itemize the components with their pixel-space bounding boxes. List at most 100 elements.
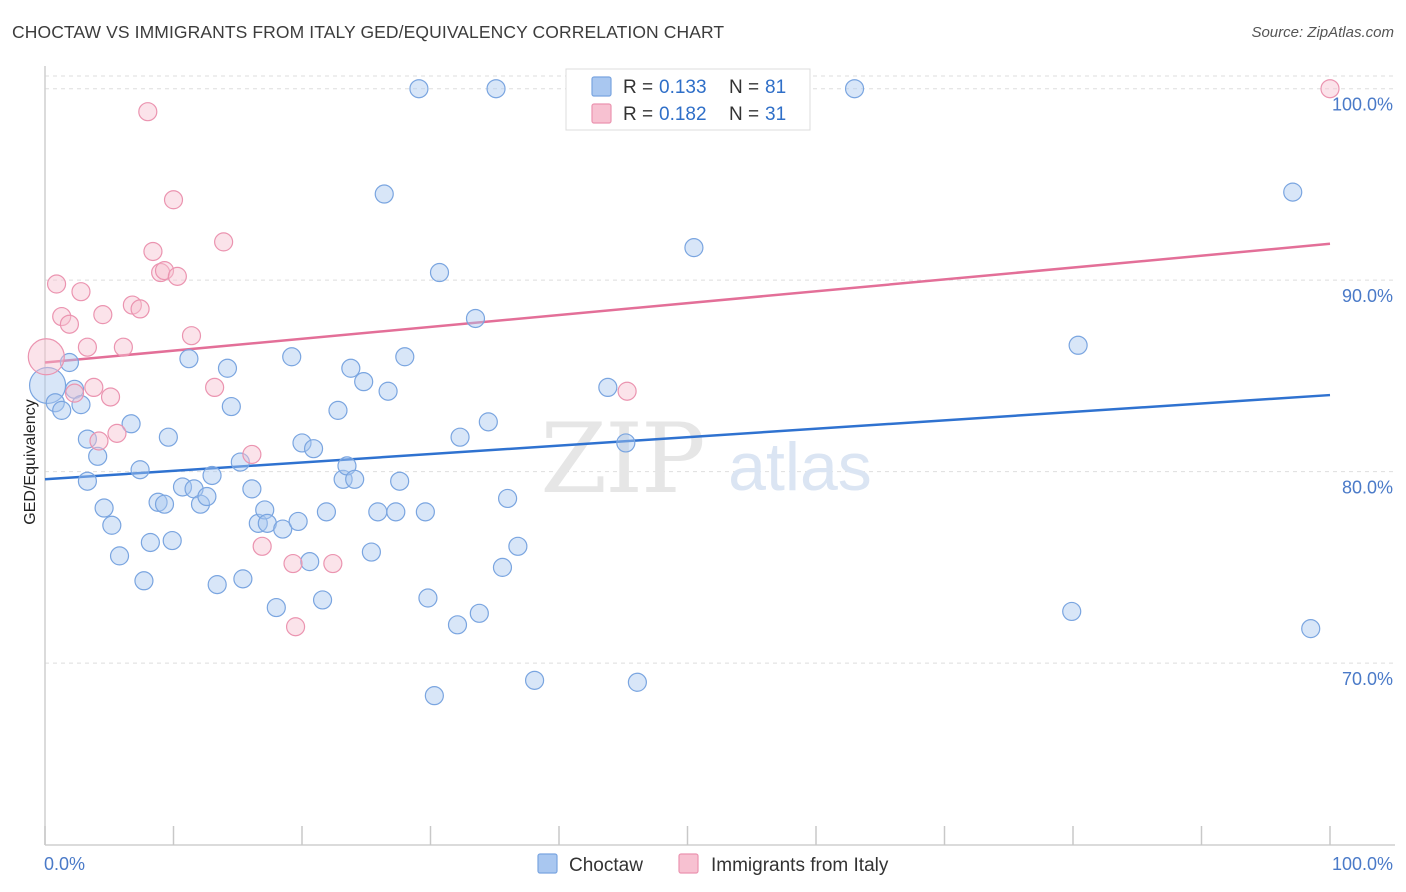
data-point-choctaw — [378, 381, 398, 401]
data-point-choctaw — [447, 615, 468, 635]
data-point-choctaw — [1062, 601, 1082, 622]
data-point-choctaw — [316, 502, 337, 522]
y-tick-label: 90.0% — [1342, 286, 1393, 306]
data-point-choctaw — [233, 569, 253, 589]
data-point-choctaw — [469, 603, 489, 623]
data-point-choctaw — [190, 494, 211, 514]
legend-r-label: R = — [623, 104, 653, 125]
data-point-choctaw — [492, 557, 513, 577]
data-point-choctaw — [102, 515, 122, 535]
data-point-choctaw — [140, 532, 160, 553]
data-point-choctaw — [59, 352, 80, 373]
data-point-italy — [59, 314, 80, 334]
data-point-italy — [143, 241, 163, 262]
data-point-choctaw — [197, 486, 217, 507]
data-point-choctaw — [162, 530, 182, 551]
data-point-choctaw — [134, 571, 154, 591]
y-tick-label: 80.0% — [1342, 478, 1393, 498]
data-point-choctaw — [77, 471, 98, 491]
chart-source: Source: ZipAtlas.com — [1251, 24, 1394, 41]
legend-swatch — [591, 103, 612, 124]
data-point-choctaw — [328, 400, 348, 420]
data-point-italy — [100, 387, 121, 407]
data-point-choctaw — [386, 502, 406, 522]
data-point-italy — [181, 326, 202, 346]
data-point-italy — [77, 337, 98, 357]
data-point-italy — [64, 383, 85, 403]
trend-line-1 — [44, 242, 1331, 364]
data-point-choctaw — [71, 395, 91, 415]
data-point-choctaw — [282, 347, 302, 367]
data-point-choctaw — [486, 79, 506, 99]
data-point-choctaw — [217, 358, 238, 378]
data-point-choctaw — [303, 439, 324, 459]
data-point-choctaw — [684, 238, 704, 258]
bottom-legend-label: Immigrants from Italy — [711, 855, 889, 876]
data-point-choctaw — [508, 536, 528, 556]
data-point-italy — [323, 553, 343, 574]
data-point-choctaw — [1301, 619, 1321, 639]
bottom-legend-swatch — [537, 853, 558, 874]
data-points — [27, 79, 1340, 706]
data-point-choctaw — [424, 686, 444, 706]
data-point-choctaw — [154, 494, 175, 514]
x-tick-label-min: 0.0% — [44, 854, 85, 874]
data-point-choctaw — [374, 184, 394, 204]
y-tick-label: 100.0% — [1332, 95, 1393, 115]
axes — [44, 66, 1395, 846]
data-point-choctaw — [52, 400, 72, 420]
data-point-choctaw — [465, 308, 486, 329]
data-point-choctaw — [498, 488, 518, 509]
data-point-choctaw — [158, 427, 178, 447]
data-point-choctaw — [390, 471, 410, 491]
watermark-zip: ZIP — [540, 403, 703, 515]
data-point-choctaw — [288, 511, 308, 532]
data-point-choctaw — [354, 372, 374, 392]
data-point-choctaw — [409, 79, 429, 99]
legend-r-value: 0.182 — [659, 104, 707, 125]
data-point-italy — [107, 423, 127, 443]
y-axis-label: GED/Equivalency — [22, 399, 39, 524]
legend-r-label: R = — [623, 77, 653, 98]
data-point-italy — [242, 444, 262, 465]
watermark: ZIP atlas — [540, 403, 871, 515]
data-point-choctaw — [616, 433, 636, 453]
data-point-choctaw — [221, 396, 241, 417]
data-point-choctaw — [1283, 182, 1303, 202]
data-point-choctaw — [598, 377, 618, 398]
data-point-choctaw — [478, 412, 498, 432]
data-point-italy — [1320, 79, 1340, 99]
data-point-choctaw — [415, 502, 435, 522]
data-point-choctaw — [130, 460, 150, 480]
data-point-italy — [138, 102, 158, 122]
data-point-choctaw — [45, 393, 65, 413]
chart-title: CHOCTAW VS IMMIGRANTS FROM ITALY GED/EQU… — [12, 22, 725, 42]
data-point-italy — [167, 266, 187, 286]
data-point-choctaw — [207, 575, 227, 595]
y-tick-labels: 70.0% 80.0% 90.0% 100.0% — [1332, 95, 1393, 689]
data-point-italy — [205, 377, 225, 398]
data-point-italy — [71, 282, 91, 302]
bottom-legend: Choctaw Immigrants from Italy — [537, 853, 889, 876]
data-point-choctaw — [361, 542, 381, 562]
data-point-italy — [113, 337, 133, 357]
data-point-choctaw — [450, 427, 470, 447]
data-point-choctaw — [627, 672, 647, 692]
data-point-choctaw — [341, 358, 361, 378]
data-point-choctaw — [109, 546, 130, 566]
data-point-choctaw — [312, 590, 333, 610]
legend-r-value: 0.133 — [659, 77, 707, 98]
data-point-choctaw — [273, 519, 293, 539]
x-tick-label-max: 100.0% — [1332, 854, 1393, 874]
data-point-italy — [283, 553, 303, 574]
data-point-italy — [89, 431, 109, 451]
data-point-italy — [27, 338, 65, 376]
x-tick-labels: 0.0% 100.0% — [44, 854, 1393, 874]
data-point-choctaw — [292, 433, 312, 453]
data-point-choctaw — [202, 465, 222, 486]
legend-swatch — [591, 76, 612, 97]
data-point-choctaw — [429, 262, 450, 283]
data-point-choctaw — [230, 452, 250, 472]
data-point-choctaw — [844, 79, 865, 99]
